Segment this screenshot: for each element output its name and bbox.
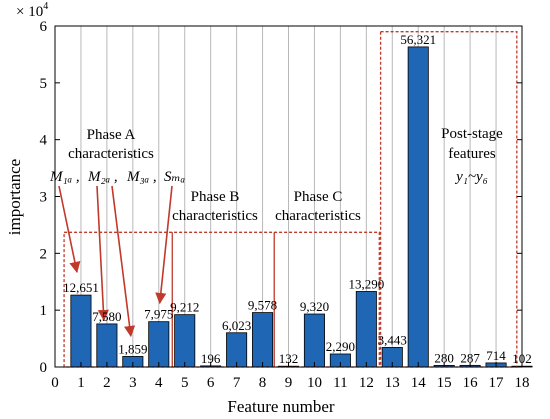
data-label-feature-1: 12,651	[63, 280, 99, 295]
x-axis-title: Feature number	[227, 397, 334, 416]
data-label-feature-2: 7,580	[92, 309, 121, 324]
bar-feature-14	[407, 46, 429, 368]
data-label-feature-6: 196	[201, 351, 221, 366]
y-tick-label: 5	[40, 76, 48, 92]
bar-feature-7	[226, 332, 248, 368]
x-tick-label: 2	[103, 375, 111, 391]
annotation-arrow-1	[58, 185, 81, 274]
y-tick-label: 2	[40, 246, 48, 262]
bar-feature-5	[174, 314, 196, 368]
data-label-feature-10: 9,320	[300, 299, 329, 314]
x-tick-label: 15	[437, 375, 452, 391]
post-stage-range-label: y₁~y₆	[454, 169, 488, 185]
data-label-feature-13: 3,443	[378, 332, 407, 347]
phase-c-label-line2: characteristics	[275, 208, 361, 224]
bar-feature-8	[252, 312, 274, 368]
bar-feature-10	[303, 313, 325, 368]
phase-a-label-line1: Phase A	[87, 127, 136, 143]
post-stage-label-line2: features	[448, 146, 496, 162]
sma-label: Sₘₐ	[164, 169, 185, 185]
post-stage-label-line1: Post-stage	[441, 126, 503, 142]
bar-feature-1	[70, 294, 92, 368]
x-tick-label: 0	[51, 375, 59, 391]
data-label-feature-11: 2,290	[326, 339, 355, 354]
x-tick-label: 9	[285, 375, 293, 391]
data-label-feature-18: 102	[512, 351, 532, 366]
x-tick-label: 14	[411, 375, 427, 391]
annotation-arrows	[58, 185, 173, 338]
y-tick-label: 6	[40, 19, 48, 35]
x-tick-label: 7	[233, 375, 241, 391]
m3a-label: M₃ₐ ,	[126, 169, 157, 185]
x-tick-label: 13	[385, 375, 400, 391]
y-tick-label: 0	[40, 360, 48, 376]
phase-b-label-line2: characteristics	[172, 208, 258, 224]
x-tick-label: 17	[489, 375, 505, 391]
data-label-feature-15: 280	[434, 350, 454, 365]
data-label-feature-12: 13,290	[348, 276, 384, 291]
x-tick-label: 18	[515, 375, 530, 391]
x-tick-label: 16	[463, 375, 479, 391]
phase-a-label-line2: characteristics	[68, 146, 154, 162]
x-tick-label: 8	[259, 375, 267, 391]
x-tick-label: 10	[307, 375, 322, 391]
y-axis-title: importance	[5, 159, 24, 235]
data-label-feature-7: 6,023	[222, 318, 251, 333]
data-label-feature-3: 1,859	[118, 341, 147, 356]
x-tick-label: 12	[359, 375, 374, 391]
y-tick-label: 3	[40, 190, 48, 206]
data-label-feature-8: 9,578	[248, 298, 277, 313]
x-tick-label: 11	[333, 375, 347, 391]
data-label-feature-5: 9,212	[170, 300, 199, 315]
phase-b-label-line1: Phase B	[191, 189, 240, 205]
post-stage-box	[379, 31, 518, 368]
m1a-label: M₁ₐ ,	[49, 169, 80, 185]
y-tick-label: 4	[40, 133, 48, 149]
x-axis-ticks: 0 1 2 3 4 5 6 7 8 9 10 11 12 13 14 15 16 17 18	[51, 362, 530, 391]
bars	[70, 46, 533, 368]
phase-c-label-line1: Phase C	[294, 189, 343, 205]
data-label-feature-9: 132	[279, 351, 299, 366]
x-tick-label: 1	[77, 375, 85, 391]
x-tick-label: 6	[207, 375, 215, 391]
bar-feature-2	[96, 323, 118, 368]
x-tick-label: 3	[129, 375, 137, 391]
y-axis-ticks: 0 1 2 3 4 5 6	[40, 19, 522, 376]
y-multiplier: × 104	[16, 1, 48, 20]
m2a-label: M₂ₐ ,	[87, 169, 118, 185]
data-label-feature-16: 287	[460, 350, 480, 365]
annotation-arrow-4	[155, 185, 173, 305]
y-tick-label: 1	[40, 303, 48, 319]
bar-feature-4	[148, 321, 170, 368]
phase-boxes	[63, 31, 518, 368]
x-tick-label: 4	[155, 375, 163, 391]
annotation-arrow-3	[111, 185, 136, 338]
data-label-feature-14: 56,321	[400, 32, 436, 47]
data-label-feature-4: 7,975	[144, 307, 173, 322]
x-tick-label: 5	[181, 375, 189, 391]
data-label-feature-17: 714	[486, 348, 506, 363]
bar-feature-12	[355, 291, 377, 368]
annotation-arrow-2	[96, 185, 109, 322]
